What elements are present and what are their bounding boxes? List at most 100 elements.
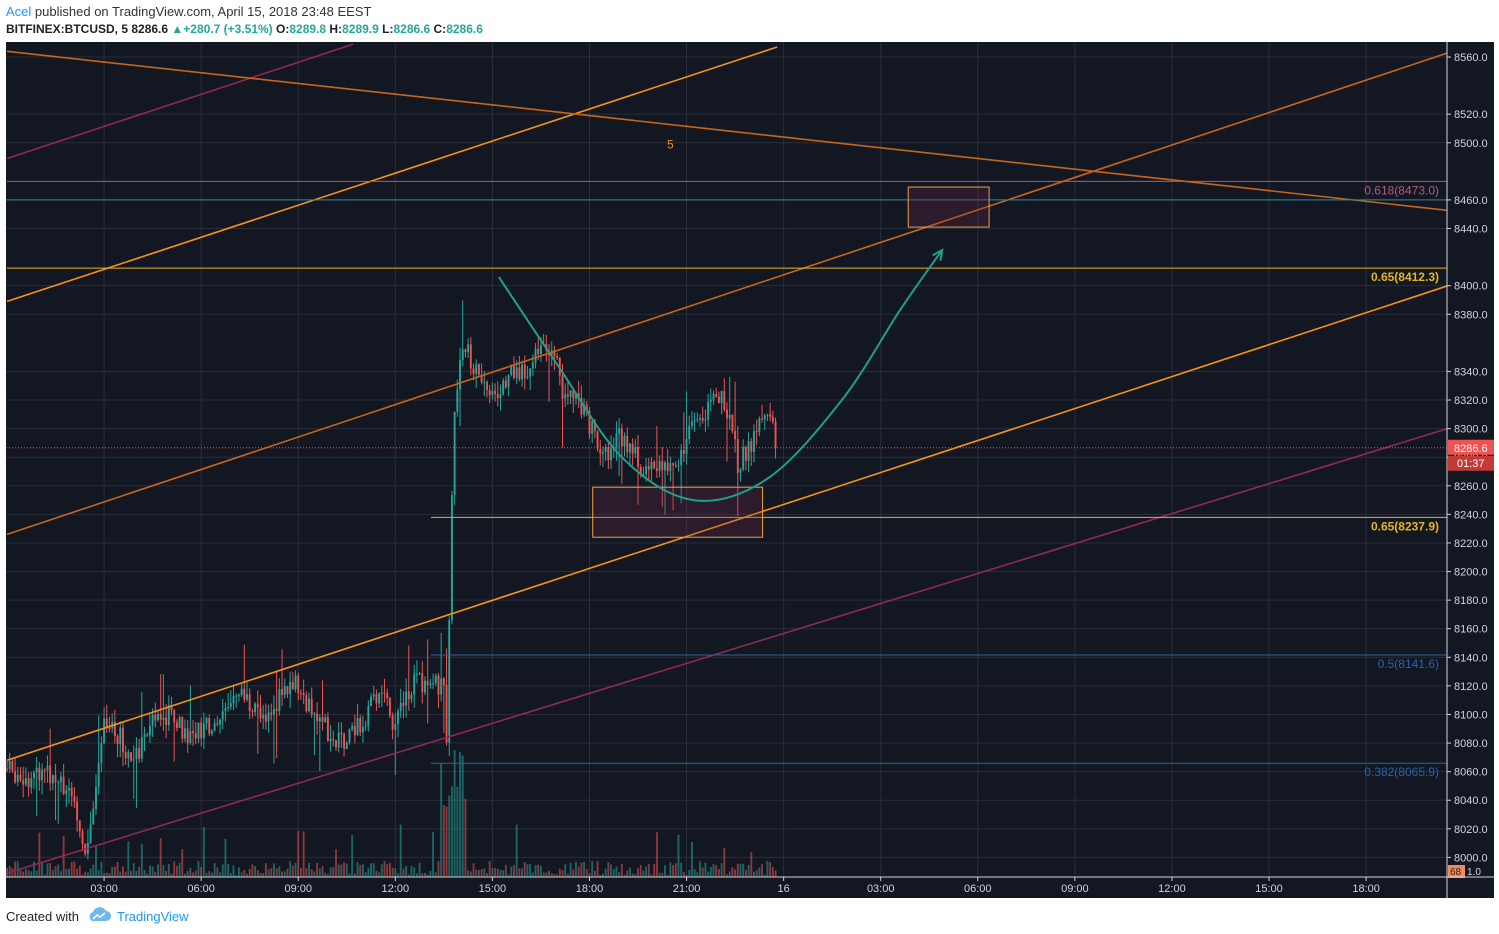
candle-body[interactable] (313, 713, 316, 715)
candle-body[interactable] (658, 460, 661, 471)
trend-line[interactable] (6, 43, 354, 160)
candle-body[interactable] (537, 348, 540, 355)
candle-body[interactable] (445, 684, 448, 743)
candle-body[interactable] (744, 447, 747, 461)
candle-body[interactable] (65, 790, 68, 795)
candle-body[interactable] (324, 717, 327, 723)
candle-body[interactable] (669, 463, 672, 472)
candle-body[interactable] (661, 460, 664, 471)
candle-body[interactable] (655, 468, 658, 471)
candle-body[interactable] (696, 419, 699, 421)
trend-line[interactable] (6, 50, 1457, 212)
candle-body[interactable] (488, 390, 491, 396)
candle-body[interactable] (521, 364, 524, 380)
candle-body[interactable] (596, 431, 599, 449)
candle-body[interactable] (483, 382, 486, 384)
candle-body[interactable] (534, 348, 537, 363)
candle-body[interactable] (343, 734, 346, 749)
candle-body[interactable] (35, 767, 38, 773)
candle-body[interactable] (440, 678, 443, 695)
candle-body[interactable] (356, 718, 359, 736)
candle-body[interactable] (22, 780, 25, 785)
candle-body[interactable] (758, 418, 761, 433)
candle-body[interactable] (469, 344, 472, 369)
candle-body[interactable] (618, 428, 621, 434)
candle-body[interactable] (480, 374, 483, 383)
candle-body[interactable] (138, 747, 141, 759)
candle-body[interactable] (434, 675, 437, 684)
candle-body[interactable] (674, 465, 677, 467)
candle-body[interactable] (699, 418, 701, 420)
candle-body[interactable] (92, 808, 95, 825)
candle-body[interactable] (494, 390, 497, 394)
candle-body[interactable] (68, 787, 70, 791)
target-box[interactable] (907, 186, 990, 228)
candle-body[interactable] (464, 349, 467, 353)
tradingview-cloud-icon[interactable] (86, 907, 112, 923)
candle-body[interactable] (51, 775, 54, 784)
candle-body[interactable] (162, 717, 165, 720)
candle-body[interactable] (291, 681, 294, 690)
candle-body[interactable] (19, 774, 22, 781)
candle-body[interactable] (8, 761, 11, 770)
candle-body[interactable] (755, 431, 758, 433)
candle-body[interactable] (774, 421, 777, 448)
candle-body[interactable] (232, 696, 235, 704)
candle-body[interactable] (224, 708, 227, 712)
candle-body[interactable] (278, 688, 281, 712)
candle-body[interactable] (723, 391, 726, 410)
candle-body[interactable] (626, 435, 629, 453)
candle-body[interactable] (453, 411, 456, 496)
candle-body[interactable] (310, 698, 313, 715)
candle-body[interactable] (151, 714, 154, 726)
candle-body[interactable] (415, 674, 418, 676)
candle-body[interactable] (477, 364, 480, 375)
candle-body[interactable] (585, 404, 588, 411)
candle-body[interactable] (97, 763, 100, 788)
candle-body[interactable] (81, 830, 84, 844)
candle-body[interactable] (246, 694, 248, 700)
candle-body[interactable] (766, 414, 769, 416)
candle-body[interactable] (742, 447, 745, 470)
candle-body[interactable] (251, 711, 254, 713)
candle-body[interactable] (259, 707, 262, 719)
candle-body[interactable] (116, 736, 119, 745)
candle-body[interactable] (666, 462, 669, 472)
candle-body[interactable] (264, 714, 267, 722)
candle-body[interactable] (189, 731, 192, 744)
candle-body[interactable] (299, 692, 302, 694)
trend-line[interactable] (6, 426, 1457, 874)
candle-body[interactable] (335, 740, 337, 748)
candle-body[interactable] (372, 694, 375, 697)
candle-body[interactable] (205, 718, 208, 724)
price-chart[interactable]: 0.618(8473.0) 0.65(8412.3) 0.65(8237.9) 0.5… (6, 42, 1494, 898)
candle-body[interactable] (677, 465, 680, 467)
candle-body[interactable] (682, 450, 685, 454)
candle-body[interactable] (54, 775, 57, 783)
candle-body[interactable] (599, 448, 602, 454)
candle-body[interactable] (345, 742, 348, 749)
candle-body[interactable] (122, 727, 124, 753)
candle-body[interactable] (504, 380, 507, 388)
candle-body[interactable] (175, 722, 178, 728)
candle-body[interactable] (103, 718, 106, 744)
candle-body[interactable] (159, 714, 162, 720)
candle-body[interactable] (154, 714, 157, 721)
candle-body[interactable] (413, 674, 416, 695)
candle-body[interactable] (62, 776, 65, 795)
candle-body[interactable] (397, 711, 399, 725)
candle-body[interactable] (693, 420, 696, 422)
candle-body[interactable] (450, 495, 453, 621)
candle-body[interactable] (267, 712, 270, 722)
candle-body[interactable] (348, 729, 351, 743)
candle-body[interactable] (507, 374, 510, 388)
candle-body[interactable] (378, 693, 381, 704)
candle-body[interactable] (437, 675, 440, 695)
candle-body[interactable] (6, 768, 8, 770)
candle-body[interactable] (561, 375, 564, 399)
candle-body[interactable] (46, 765, 49, 771)
candle-body[interactable] (653, 461, 656, 469)
candle-body[interactable] (726, 409, 728, 419)
candle-body[interactable] (510, 365, 513, 375)
candle-body[interactable] (620, 428, 623, 447)
